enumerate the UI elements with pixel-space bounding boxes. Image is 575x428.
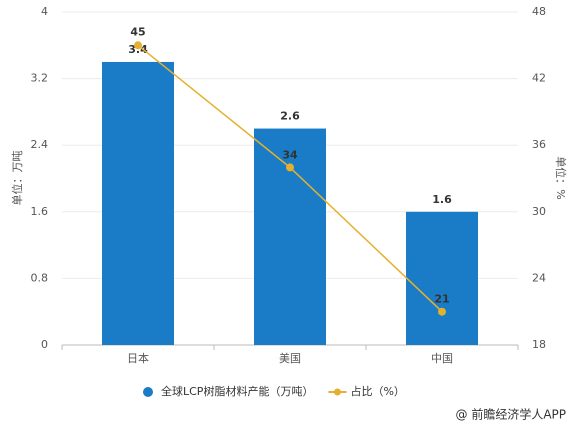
footer: @ 前瞻经济学人APP xyxy=(456,407,567,422)
bar-value-label: 1.6 xyxy=(432,193,452,206)
bar-value-label: 2.6 xyxy=(280,110,300,123)
line-point xyxy=(286,163,294,172)
line-point xyxy=(134,41,142,50)
bar xyxy=(406,211,478,345)
y2-tick-label: 36 xyxy=(532,138,546,151)
x-tick-label: 美国 xyxy=(279,352,301,365)
line-value-label: 34 xyxy=(282,148,298,161)
y2-tick-label: 24 xyxy=(532,271,546,284)
y-tick-label: 4 xyxy=(41,5,48,18)
y2-axis-label: 单位：% xyxy=(554,156,568,199)
legend-swatch xyxy=(333,388,341,396)
x-tick-label: 日本 xyxy=(127,351,149,365)
y-tick-label: 1.6 xyxy=(31,205,49,218)
y-tick-label: 3.2 xyxy=(31,72,49,85)
y2-tick-label: 48 xyxy=(532,5,546,18)
line-point xyxy=(438,307,446,316)
y-tick-label: 0 xyxy=(41,338,48,351)
line-value-label: 45 xyxy=(130,25,145,38)
y-tick-label: 0.8 xyxy=(31,271,49,284)
bar-value-label: 3.4 xyxy=(128,43,148,56)
y-tick-label: 2.4 xyxy=(31,138,49,151)
legend-label: 全球LCP树脂材料产能（万吨） xyxy=(161,384,313,398)
bar xyxy=(102,61,174,345)
legend-label: 占比（%） xyxy=(350,384,404,398)
y2-tick-label: 42 xyxy=(532,72,546,85)
y-axis-label: 单位：万吨 xyxy=(10,151,24,206)
y2-tick-label: 18 xyxy=(532,338,546,351)
legend-swatch xyxy=(143,387,153,397)
x-tick-label: 中国 xyxy=(431,352,453,365)
line-value-label: 21 xyxy=(434,293,449,306)
y2-tick-label: 30 xyxy=(532,205,546,218)
